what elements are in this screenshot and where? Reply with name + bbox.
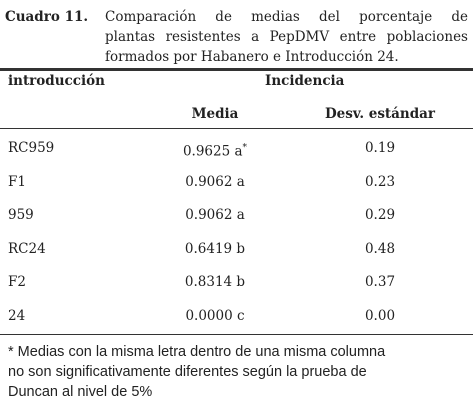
footnote-line: * Medias con la misma letra dentro de un… [8,344,386,360]
row-label: RC24 [8,240,46,257]
media-cell: 0.6419 b [140,240,290,258]
row-label: 959 [8,207,34,224]
rule [0,68,473,71]
media-value: 0.9062 a [185,173,245,190]
footnote-line: no son significativamente diferentes seg… [8,364,367,380]
row-label-header: introducción [8,73,105,89]
desv-cell: 0.19 [364,140,396,156]
caption-label: Cuadro 11. [5,9,89,25]
row-label: F1 [8,173,26,190]
media-cell: 0.9625 a* [140,139,290,161]
desv-cell: 0.37 [364,274,396,291]
desv-cell: 0.29 [364,207,396,224]
column-header: Media [191,106,239,122]
desv-cell: 0.23 [364,173,396,190]
rule [0,334,473,335]
media-cell: 0.0000 c [140,307,290,325]
media-value: 0.8314 b [184,274,246,291]
footnote-line: Duncan al nivel de 5% [8,384,153,400]
row-label: F2 [8,274,26,291]
caption-line: formados por Habanero e Introducción 24. [105,49,399,65]
desv-cell: 0.48 [364,240,396,257]
media-cell: 0.9062 a [140,206,290,224]
media-value: 0.0000 c [185,308,245,324]
media-cell: 0.8314 b [140,273,290,291]
significance-mark: * [242,143,248,153]
media-value: 0.9062 a [185,207,245,224]
media-cell: 0.9062 a [140,173,290,191]
column-header: Desv. estándar [324,106,436,122]
media-value: 0.6419 b [184,240,246,257]
row-label: RC959 [8,140,55,156]
desv-cell: 0.00 [364,308,396,324]
row-label: 24 [8,308,26,324]
caption-line: Comparación de medias del porcentaje de [105,9,468,25]
media-value: 0.9625 a [182,143,243,160]
rule [0,128,473,129]
caption-line: plantas resistentes a PepDMV entre pobla… [105,29,468,45]
group-header: Incidencia [265,73,345,89]
